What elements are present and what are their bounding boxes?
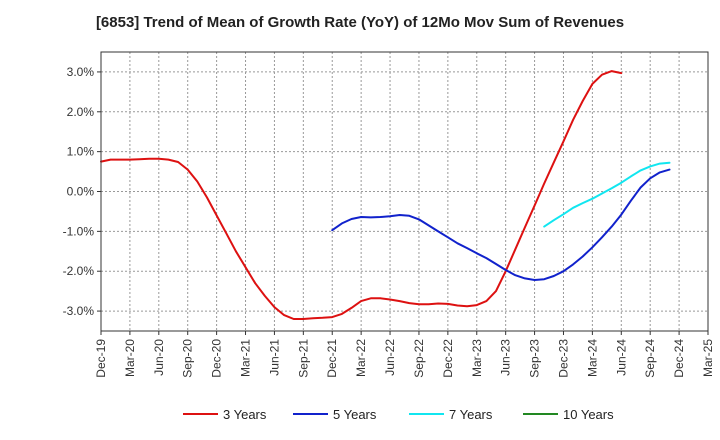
chart-title: [6853] Trend of Mean of Growth Rate (YoY…: [96, 14, 624, 31]
x-tick-label: Mar-23: [470, 339, 484, 377]
x-tick-label: Jun-24: [614, 339, 628, 376]
x-tick-label: Mar-22: [354, 339, 368, 377]
plot-area: [101, 52, 708, 331]
legend-label-7-years: 7 Years: [449, 407, 493, 422]
y-tick-label: -1.0%: [63, 224, 95, 238]
x-tick-label: Sep-22: [412, 339, 426, 378]
y-tick-label: -3.0%: [63, 304, 95, 318]
y-tick-label: -2.0%: [63, 264, 95, 278]
x-tick-label: Mar-21: [239, 339, 253, 377]
series-line-7-years: [543, 161, 671, 228]
x-tick-label: Dec-20: [210, 339, 224, 378]
x-tick-label: Jun-21: [267, 339, 281, 376]
x-tick-label: Dec-19: [94, 339, 108, 378]
x-tick-label: Sep-20: [181, 339, 195, 378]
axes: -3.0% -2.0% -1.0% 0.0% 1.0% 2.0% 3.0% Dec-19 Mar…: [63, 51, 715, 378]
y-tick-label: 2.0%: [67, 105, 95, 119]
y-tick-label: 1.0%: [67, 145, 95, 159]
x-tick-label: Sep-24: [643, 339, 657, 378]
x-tick-label: Dec-24: [672, 339, 686, 378]
x-tick-label: Mar-24: [585, 339, 599, 377]
legend: 3 Years 5 Years 7 Years 10 Years: [183, 407, 614, 422]
legend-label-5-years: 5 Years: [333, 407, 377, 422]
x-tick-label: Sep-21: [296, 339, 310, 378]
y-tick-label: 3.0%: [67, 65, 95, 79]
x-tick-label: Mar-20: [123, 339, 137, 377]
x-tick-label: Sep-23: [528, 339, 542, 378]
x-tick-label: Jun-20: [152, 339, 166, 376]
series-line-3-years: [100, 70, 623, 320]
x-tick-label: Jun-22: [383, 339, 397, 376]
plot-background: [101, 52, 708, 331]
series-line-5-years: [331, 168, 671, 281]
x-tick-label: Mar-25: [701, 339, 715, 377]
x-tick-label: Dec-23: [556, 339, 570, 378]
x-tick-label: Dec-21: [325, 339, 339, 378]
legend-label-3-years: 3 Years: [223, 407, 267, 422]
series-layer: [100, 70, 671, 320]
legend-label-10-years: 10 Years: [563, 407, 614, 422]
x-tick-label: Dec-22: [441, 339, 455, 378]
y-tick-label: 0.0%: [67, 185, 95, 199]
x-tick-label: Jun-23: [499, 339, 513, 376]
